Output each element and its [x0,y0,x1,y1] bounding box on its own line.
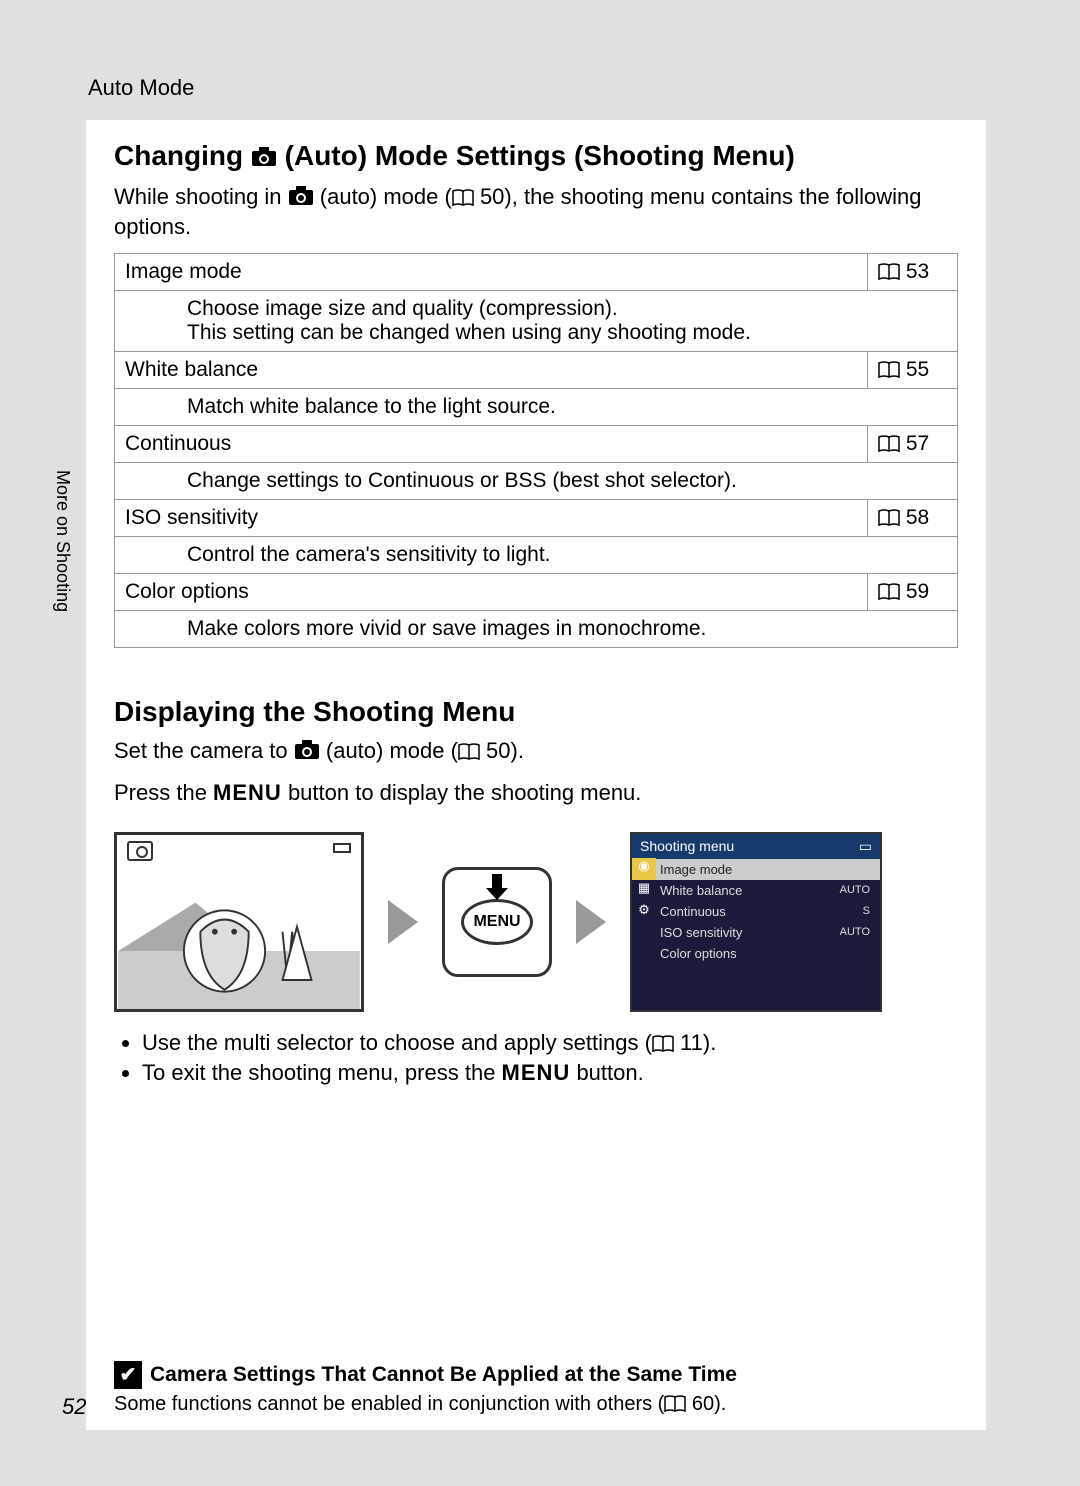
camera-icon [294,738,320,758]
battery-icon: ▭ [859,838,872,855]
intro2-line1: Set the camera to (auto) mode ( 50). [114,736,958,766]
shooting-menu-screenshot: Shooting menu ▭ ◉ ▦ ⚙ Image modeWhite ba… [630,832,882,1012]
page-number: 52 [62,1394,86,1420]
option-desc: Control the camera's sensitivity to ligh… [115,537,958,574]
option-desc-row: Control the camera's sensitivity to ligh… [115,537,958,574]
heading-2: Displaying the Shooting Menu [114,696,958,728]
option-header-row: Image mode 53 [115,254,958,291]
option-desc: Match white balance to the light source. [115,389,958,426]
option-name: ISO sensitivity [115,500,868,537]
camera-display-illustration [114,832,364,1012]
content-area: More on Shooting Changing (Auto) Mode Se… [86,120,986,1430]
option-name: Continuous [115,426,868,463]
option-name: Color options [115,574,868,611]
option-header-row: ISO sensitivity 58 [115,500,958,537]
shooting-menu-row: Color options [632,943,880,964]
option-ref: 58 [868,500,958,537]
bullets: Use the multi selector to choose and app… [114,1030,958,1086]
book-icon [452,185,474,203]
bullet-item: Use the multi selector to choose and app… [142,1030,958,1056]
note-body: Some functions cannot be enabled in conj… [114,1393,958,1416]
note-block: ✔ Camera Settings That Cannot Be Applied… [114,1361,958,1416]
intro2-line2: Press the MENU button to display the sho… [114,778,958,808]
book-icon [664,1395,686,1413]
heading-1: Changing (Auto) Mode Settings (Shooting … [114,140,958,172]
option-desc-row: Choose image size and quality (compressi… [115,291,958,352]
option-header-row: Color options 59 [115,574,958,611]
page: Auto Mode More on Shooting Changing (Aut… [48,40,1032,1446]
section-label: Auto Mode [88,75,194,101]
option-header-row: White balance 55 [115,352,958,389]
shooting-menu-title: Shooting menu ▭ [632,834,880,859]
arrow-right-icon [388,900,418,944]
option-ref: 57 [868,426,958,463]
option-header-row: Continuous 57 [115,426,958,463]
shooting-menu-row: ContinuousS [632,901,880,922]
option-name: White balance [115,352,868,389]
option-desc-row: Make colors more vivid or save images in… [115,611,958,648]
option-desc: Change settings to Continuous or BSS (be… [115,463,958,500]
menu-button-illustration: MENU [442,867,552,977]
side-label: More on Shooting [46,460,79,622]
option-desc-row: Match white balance to the light source. [115,389,958,426]
option-desc: Choose image size and quality (compressi… [115,291,958,352]
camera-icon [251,142,277,162]
book-icon [458,739,480,757]
option-ref: 55 [868,352,958,389]
option-name: Image mode [115,254,868,291]
bullet-item: To exit the shooting menu, press the MEN… [142,1060,958,1086]
options-table: Image mode 53Choose image size and quali… [114,253,958,648]
camera-icon [288,184,314,204]
note-title: ✔ Camera Settings That Cannot Be Applied… [114,1361,958,1389]
option-ref: 59 [868,574,958,611]
arrow-right-icon [576,900,606,944]
option-desc: Make colors more vivid or save images in… [115,611,958,648]
shooting-menu-sidebar: ◉ ▦ ⚙ [632,858,656,1006]
down-arrow-icon [482,874,512,900]
check-icon: ✔ [114,1361,142,1389]
shooting-menu-row: ISO sensitivityAUTO [632,922,880,943]
menu-oval: MENU [461,899,533,945]
menu-label: MENU [213,780,282,805]
figure-row: MENU Shooting menu ▭ ◉ ▦ ⚙ Image modeWhi… [114,832,958,1012]
option-desc-row: Change settings to Continuous or BSS (be… [115,463,958,500]
shooting-menu-row: Image mode [632,859,880,880]
option-ref: 53 [868,254,958,291]
shooting-menu-row: White balanceAUTO [632,880,880,901]
intro-paragraph: While shooting in (auto) mode ( 50), the… [114,182,958,241]
